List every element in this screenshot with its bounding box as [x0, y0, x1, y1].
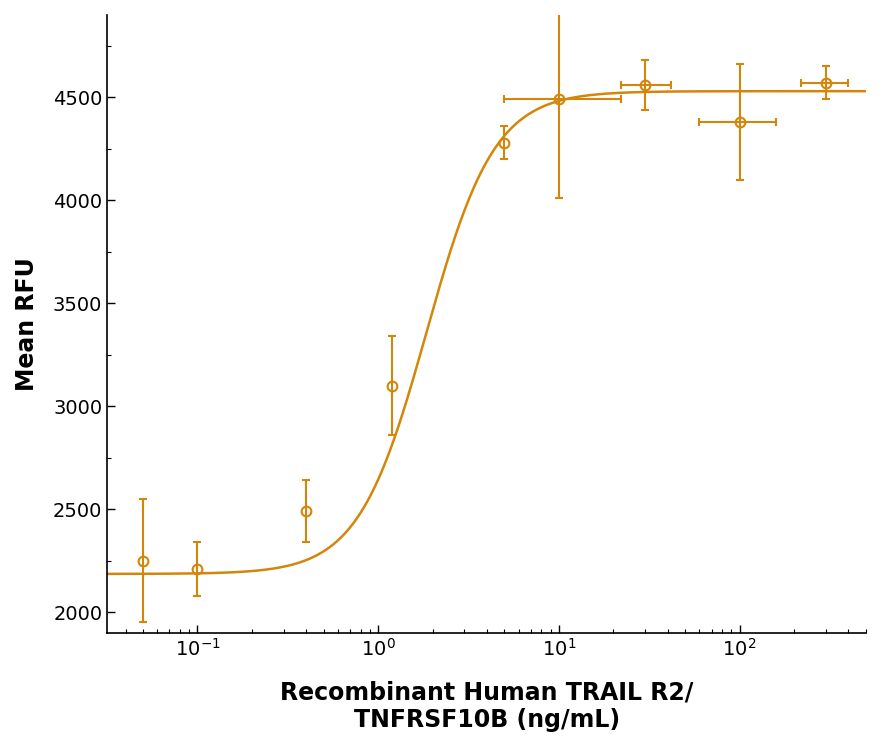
X-axis label: Recombinant Human TRAIL R2/
TNFRSF10B (ng/mL): Recombinant Human TRAIL R2/ TNFRSF10B (n… [280, 681, 693, 732]
Y-axis label: Mean RFU: Mean RFU [15, 257, 39, 391]
